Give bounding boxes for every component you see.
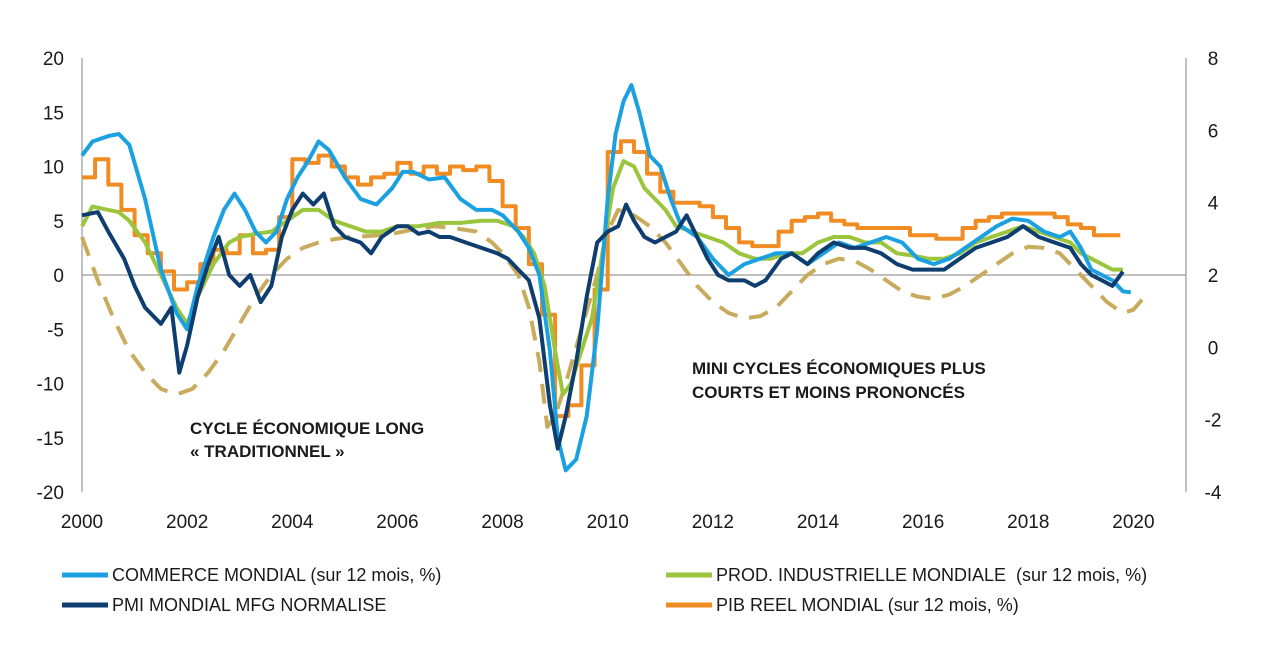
legend-label-pib: PIB REEL MONDIAL (sur 12 mois, %) (716, 595, 1019, 615)
legend: COMMERCE MONDIAL (sur 12 mois, %) PMI MO… (62, 565, 1147, 615)
y-right-tick-4: 0 (1208, 338, 1219, 359)
y-left-tick-5: -5 (47, 320, 64, 341)
legend-item-pmi: PMI MONDIAL MFG NORMALISE (62, 595, 386, 615)
y-right-tick-5: -2 (1205, 411, 1222, 432)
legend-item-commerce: COMMERCE MONDIAL (sur 12 mois, %) (62, 565, 441, 585)
y-left-tick-7: -15 (37, 429, 64, 450)
y-left-tick-3: 5 (53, 212, 64, 233)
series-pmi-mondial (81, 191, 1125, 451)
x-tick-2: 2004 (271, 512, 314, 533)
x-tick-4: 2008 (481, 512, 523, 533)
x-tick-6: 2012 (692, 512, 734, 533)
x-tick-1: 2002 (166, 512, 208, 533)
annotation-mini-cycles-line1: MINI CYCLES ÉCONOMIQUES PLUS (692, 359, 986, 378)
y-right-tick-2: 4 (1208, 194, 1219, 215)
y-right-tick-3: 2 (1208, 266, 1219, 287)
x-tick-5: 2010 (587, 512, 629, 533)
x-tick-9: 2018 (1007, 512, 1049, 533)
x-tick-labels: 2000 2002 2004 2006 2008 2010 2012 2014 2016 2018… (61, 512, 1155, 533)
x-tick-0: 2000 (61, 512, 103, 533)
y-right-tick-1: 6 (1208, 121, 1219, 142)
legend-label-prod: PROD. INDUSTRIELLE MONDIALE (sur 12 mois… (716, 565, 1147, 585)
y-left-tick-1: 15 (43, 103, 64, 124)
x-tick-3: 2006 (376, 512, 418, 533)
left-tick-labels: 20 15 10 5 0 -5 -10 -15 -20 (37, 49, 64, 504)
legend-item-prod: PROD. INDUSTRIELLE MONDIALE (sur 12 mois… (666, 565, 1147, 585)
series-dashed-cycle (80, 207, 1151, 429)
y-left-tick-6: -10 (37, 375, 64, 396)
x-tick-8: 2016 (902, 512, 944, 533)
x-tick-7: 2014 (797, 512, 840, 533)
legend-item-pib: PIB REEL MONDIAL (sur 12 mois, %) (666, 595, 1019, 615)
y-right-tick-0: 8 (1208, 49, 1219, 70)
annotation-mini-cycles-line2: COURTS ET MOINS PRONONCÉS (692, 383, 965, 402)
series-commerce-mondial (80, 83, 1132, 473)
legend-label-commerce: COMMERCE MONDIAL (sur 12 mois, %) (112, 565, 441, 585)
series-layer (80, 83, 1151, 473)
x-tick-10: 2020 (1112, 512, 1154, 533)
y-left-tick-8: -20 (37, 483, 64, 504)
annotation-long-cycle-line1: CYCLE ÉCONOMIQUE LONG (190, 419, 424, 438)
legend-label-pmi: PMI MONDIAL MFG NORMALISE (112, 595, 386, 615)
annotation-long-cycle-line2: « TRADITIONNEL » (190, 442, 345, 461)
y-right-tick-6: -4 (1205, 483, 1222, 504)
right-tick-labels: 8 6 4 2 0 -2 -4 (1205, 49, 1222, 504)
y-left-tick-2: 10 (43, 158, 64, 179)
y-left-tick-4: 0 (53, 266, 64, 287)
y-left-tick-0: 20 (43, 49, 64, 70)
